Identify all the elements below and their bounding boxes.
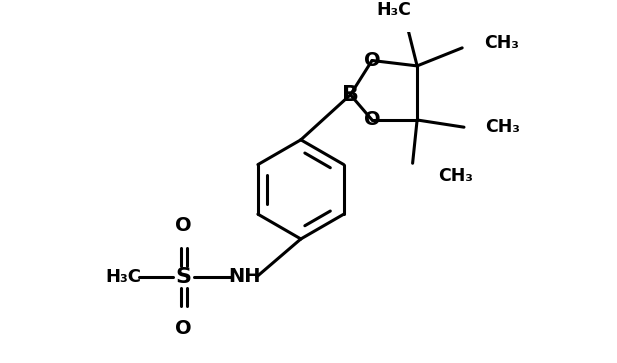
- Text: O: O: [175, 216, 192, 235]
- Text: O: O: [364, 51, 380, 70]
- Text: CH₃: CH₃: [438, 167, 473, 185]
- Text: S: S: [176, 267, 192, 287]
- Text: CH₃: CH₃: [486, 118, 521, 136]
- Text: B: B: [342, 85, 359, 105]
- Text: H₃C: H₃C: [376, 1, 411, 19]
- Text: CH₃: CH₃: [484, 34, 519, 52]
- Text: O: O: [364, 110, 380, 130]
- Text: NH: NH: [229, 267, 261, 286]
- Text: H₃C: H₃C: [106, 268, 141, 286]
- Text: O: O: [175, 319, 192, 338]
